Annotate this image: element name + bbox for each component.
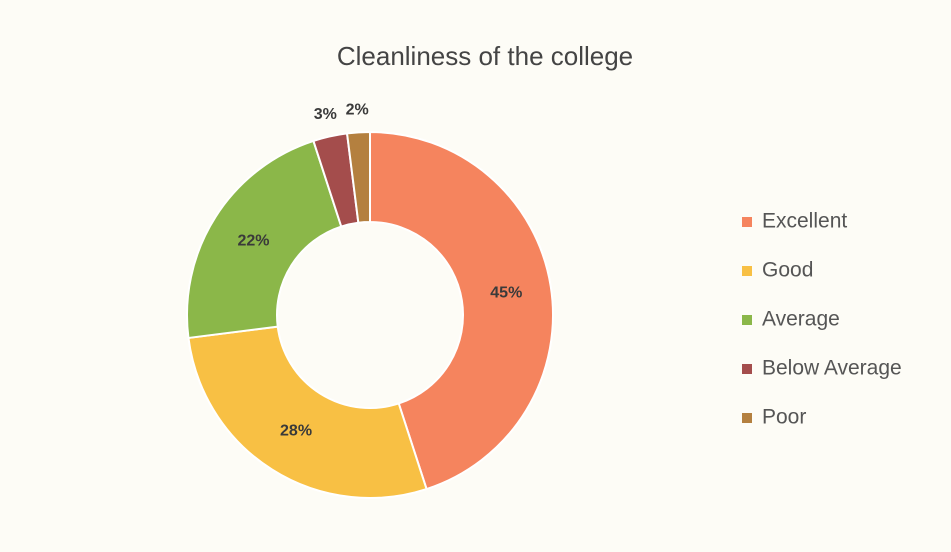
legend-label: Average [762, 308, 840, 331]
legend-label: Excellent [762, 210, 847, 233]
legend-label: Good [762, 259, 813, 282]
legend-swatch [742, 217, 752, 227]
legend-swatch [742, 413, 752, 423]
legend-swatch [742, 364, 752, 374]
legend-label: Poor [762, 406, 806, 429]
donut-slice [187, 325, 428, 499]
legend-swatch [742, 315, 752, 325]
data-label: 45% [490, 285, 522, 302]
donut-slice [186, 139, 343, 340]
donut-slice [369, 130, 554, 491]
data-label: 3% [314, 106, 337, 123]
data-label: 2% [346, 102, 369, 119]
legend-label: Below Average [762, 357, 902, 380]
legend-swatch [742, 266, 752, 276]
data-label: 22% [237, 232, 269, 249]
data-label: 28% [280, 423, 312, 440]
chart-title: Cleanliness of the college [337, 41, 633, 71]
donut-slice [345, 130, 371, 224]
